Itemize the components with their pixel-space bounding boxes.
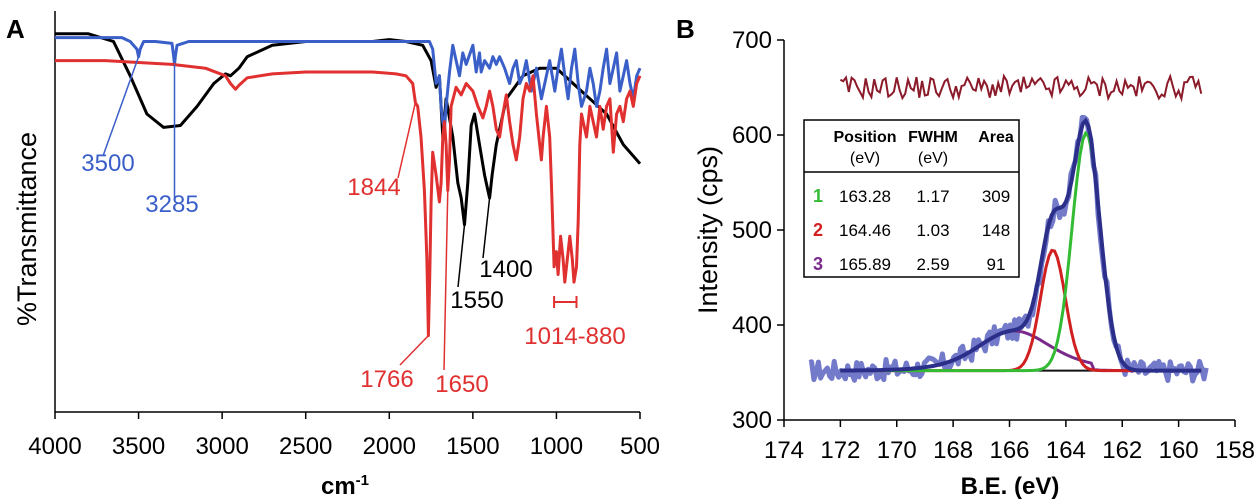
fit-table-cell: 309: [982, 187, 1010, 206]
panel-a-annotation-1400: 1400: [479, 256, 532, 283]
panel-a-x-tick-label: 2500: [279, 433, 332, 460]
panel-a-series-line-3: [55, 59, 642, 338]
fit-table-cell: 2.59: [916, 255, 949, 274]
panel-a-x-tick-label: 1000: [530, 433, 583, 460]
panel-b-letter: B: [676, 14, 695, 44]
panel-a-annotation-leader: [457, 224, 466, 288]
panel-a-x-tick-label: 3000: [195, 433, 248, 460]
panel-b-x-tick-label: 158: [1215, 437, 1255, 464]
fit-table-unit: (eV): [918, 150, 948, 167]
panel-a-annotation-leader: [399, 335, 429, 366]
panel-b: B Intensity (cps) B.E. (eV) 300 400 500 600…: [676, 14, 1255, 500]
fit-table-header: Area: [978, 129, 1014, 146]
fit-table-header: Position: [833, 129, 896, 146]
panel-b-x-tick-label: 174: [764, 437, 804, 464]
panel-b-x-ticks: 174 172 170 168 166 164 162 160 158: [764, 420, 1255, 464]
fit-table-cell: 164.46: [839, 221, 891, 240]
panel-a-annotation-1650: 1650: [435, 371, 488, 398]
panel-b-x-tick-label: 168: [933, 437, 973, 464]
panel-b-xlabel: B.E. (eV): [961, 473, 1060, 500]
panel-a-annotations: 3500 3285 1844 1766 1650 1550 1400 1014-880: [81, 56, 626, 398]
panel-a-x-tick-label: 500: [620, 433, 660, 460]
panel-a-series: [55, 32, 642, 338]
panel-b-y-tick-label: 700: [732, 27, 772, 54]
panel-a-annotation-leader: [102, 56, 140, 157]
fit-table-cell: 163.28: [839, 187, 891, 206]
fit-table-cell: 148: [982, 221, 1010, 240]
panel-a-letter: A: [6, 14, 25, 44]
fit-table-row-id: 2: [813, 220, 823, 240]
panel-a-annotation-1766: 1766: [360, 366, 413, 393]
envelope-fit-line: [840, 117, 1202, 373]
panel-a-series-line-2: [55, 36, 642, 131]
panel-a-x-tick-label: 2000: [363, 433, 416, 460]
panel-b-x-tick-label: 160: [1159, 437, 1199, 464]
panel-a-x-tick-label: 4000: [28, 433, 81, 460]
fit-table-box: [803, 119, 1020, 278]
panel-b-lines: [808, 73, 1209, 384]
panel-b-y-ticks: 300 400 500 600 700: [732, 27, 784, 434]
fit-table-row-id: 1: [813, 186, 823, 206]
panel-b-y-tick-label: 600: [732, 122, 772, 149]
panel-a-annotation-leader: [397, 102, 417, 179]
panel-b-x-tick-label: 170: [877, 437, 917, 464]
panel-b-y-tick-label: 500: [732, 217, 772, 244]
fit-table-cell: 1.03: [916, 221, 949, 240]
fit-table-cell: 91: [987, 255, 1006, 274]
panel-a-xlabel: cm-1: [321, 472, 369, 500]
fit-table-cell: 1.17: [916, 187, 949, 206]
panel-a-annotation-3500: 3500: [81, 150, 134, 177]
panel-a-x-ticks: 4000 3500 3000 2500 2000 1500 1000 500: [28, 412, 660, 460]
panel-a-annotation-leader: [443, 190, 449, 371]
residual-line: [839, 73, 1203, 103]
panel-a-annotation-1550: 1550: [450, 287, 503, 314]
panel-a-xlabel-text: cm: [321, 473, 356, 500]
panel-a: A %Transmittance 4000 3500 3000 2500 2000 150…: [6, 11, 660, 500]
panel-a-annotation-3285: 3285: [145, 191, 198, 218]
panel-a-xlabel-sup: -1: [356, 472, 369, 489]
fit-table-cell: 165.89: [839, 255, 891, 274]
panel-b-x-tick-label: 162: [1102, 437, 1142, 464]
panel-a-annotation-leader: [482, 197, 491, 259]
panel-b-x-tick-label: 172: [820, 437, 860, 464]
panel-a-x-tick-label: 3500: [112, 433, 165, 460]
panel-b-x-tick-label: 164: [1046, 437, 1086, 464]
panel-a-x-tick-label: 1500: [446, 433, 499, 460]
panel-b-y-tick-label: 400: [732, 312, 772, 339]
panel-b-x-tick-label: 166: [989, 437, 1029, 464]
panel-a-annotation-1844: 1844: [347, 174, 400, 201]
panel-a-annotation-1014-880: 1014-880: [524, 323, 625, 350]
panel-b-y-tick-label: 300: [732, 407, 772, 434]
fit-table-header: FWHM: [908, 129, 958, 146]
panel-a-ylabel: %Transmittance: [12, 132, 42, 326]
fit-table-row-id: 3: [813, 254, 823, 274]
fit-table-unit: (eV): [850, 150, 880, 167]
panel-b-ylabel: Intensity (cps): [693, 146, 723, 314]
